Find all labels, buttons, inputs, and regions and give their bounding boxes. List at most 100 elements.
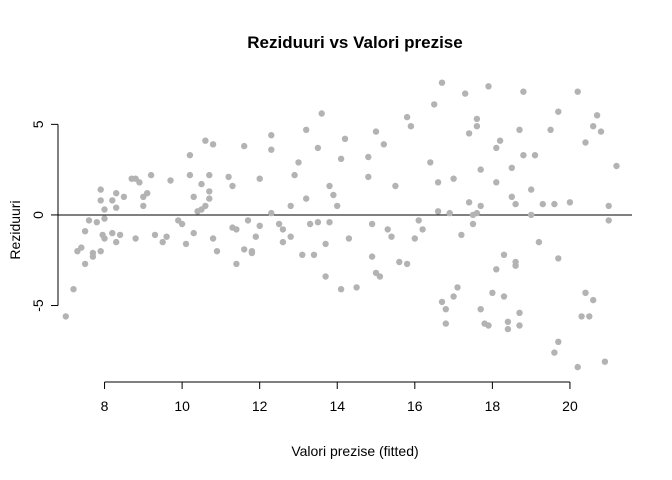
data-point [318,110,325,117]
chart-title: Reziduuri vs Valori prezise [247,33,462,52]
data-point [326,182,333,190]
data-point [314,219,322,226]
data-point [477,306,484,313]
data-point [415,217,422,224]
data-point [469,220,477,228]
data-point [202,202,209,210]
data-point [268,209,275,217]
data-point [574,88,581,95]
data-point [365,173,372,181]
data-point [438,298,446,306]
data-point [434,179,442,186]
data-point [516,126,523,133]
data-point [279,238,287,246]
data-point [268,132,275,139]
data-point [551,200,558,208]
data-point [539,200,546,208]
data-point [434,208,442,215]
data-point [279,226,287,233]
data-point [392,182,399,190]
data-point [477,202,484,210]
data-point [512,262,519,269]
data-point [605,202,612,210]
data-point [590,123,597,130]
data-point [244,217,252,224]
y-axis-label: Reziduuri [7,200,23,259]
data-point [303,126,310,133]
data-point [299,251,306,258]
data-point [178,220,186,228]
data-point [500,251,508,258]
data-point [101,235,108,242]
data-point [345,235,353,242]
x-axis: 8 10 12 14 16 18 20 [101,381,578,414]
data-point [504,318,512,325]
data-point [586,313,593,320]
data-point [233,226,240,233]
data-point [496,137,504,144]
data-point [93,219,101,226]
x-tick-label: 12 [252,398,268,414]
data-point [493,144,500,152]
data-point [182,240,190,248]
data-point [78,244,85,251]
data-point [81,228,89,235]
data-point [508,193,515,200]
data-point [101,215,108,222]
data-point [528,186,535,193]
data-point [113,238,120,246]
data-point [81,260,89,268]
data-point [574,363,581,371]
data-point [163,233,170,240]
x-tick-label: 20 [562,398,578,414]
data-point [547,126,554,133]
data-point [590,296,597,304]
data-point [411,235,418,242]
data-point [306,220,314,228]
data-point [330,191,337,199]
data-point [256,222,263,229]
data-point [528,211,535,219]
data-point [353,284,360,291]
data-point [109,229,116,237]
data-point [252,233,259,240]
data-point [477,166,484,173]
data-point [531,152,539,159]
data-point [578,313,585,320]
data-point [225,173,232,181]
data-point [310,251,318,258]
data-point [508,164,515,171]
data-point [520,88,527,95]
data-point [202,137,209,144]
data-point [396,258,403,266]
data-point [380,141,387,148]
data-point [109,197,116,204]
data-point [337,286,345,293]
data-point [372,128,380,135]
data-point [113,204,120,211]
x-tick-label: 18 [485,398,501,414]
x-tick-label: 16 [407,398,423,414]
data-point [206,188,213,195]
data-point [427,159,434,166]
y-tick-label: 5 [30,120,46,128]
data-point [520,152,527,159]
data-point [275,220,283,228]
data-point [485,322,492,329]
data-point [113,190,120,197]
data-point [136,179,143,186]
data-points [62,79,620,371]
data-point [512,200,519,208]
data-point [97,197,104,204]
data-point [462,90,469,97]
data-point [198,180,205,188]
data-point [516,322,523,329]
y-axis: -5 0 5 [30,120,59,312]
data-point [295,159,302,166]
data-point [248,248,256,255]
data-point [582,139,589,146]
x-tick-label: 10 [174,398,190,414]
x-tick-label: 14 [329,398,345,414]
data-point [147,171,155,179]
data-point [190,193,197,200]
